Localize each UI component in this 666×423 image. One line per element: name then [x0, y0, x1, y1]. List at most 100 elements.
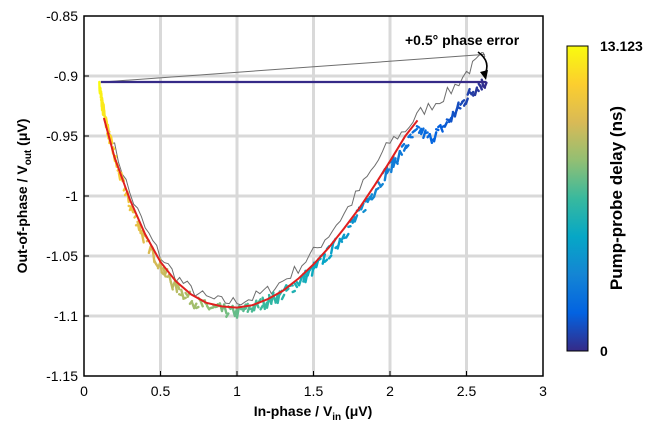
measured-segment [347, 224, 352, 229]
measured-segment [133, 214, 138, 219]
measured-segment [340, 233, 346, 241]
measured-segment [270, 291, 275, 305]
measured-segment [109, 136, 114, 145]
measured-segment [379, 182, 384, 189]
measured-segment [336, 238, 341, 250]
measured-segment [420, 127, 425, 136]
measured-segment [177, 293, 183, 297]
phase-error-return-line [102, 53, 485, 83]
measured-segment [293, 282, 299, 289]
measured-segment [483, 81, 488, 88]
measured-segment [479, 84, 483, 91]
colorbar [566, 45, 589, 352]
measured-segment [407, 133, 412, 139]
measured-segment [160, 271, 165, 276]
phase-error-trace [101, 51, 486, 306]
measured-segment [297, 277, 303, 287]
x-axis-ticks: 0 0.5 1 1.5 2 2.5 3 [80, 371, 547, 399]
measured-segment [122, 187, 127, 192]
measured-segment [385, 168, 391, 175]
measured-segment [140, 232, 145, 244]
x-tick-label: 2 [386, 383, 394, 399]
measured-segment [195, 305, 200, 310]
measured-segment [162, 266, 167, 278]
colorbar-max-label: 13.123 [600, 38, 643, 54]
fit-curve [102, 117, 419, 309]
measured-segment [464, 97, 469, 106]
measured-segment [398, 149, 404, 156]
measured-segment [475, 87, 480, 93]
measured-segment [443, 121, 449, 128]
y-axis-ticks: -0.85 -0.9 -0.95 -1 -1.05 -1.1 -1.15 [46, 8, 89, 384]
x-tick-label: 2.5 [457, 383, 477, 399]
measured-segment [415, 124, 421, 129]
y-tick-label: -1.15 [46, 368, 78, 384]
phase-error-annotation: +0.5° phase error [405, 32, 520, 48]
measured-segment [263, 301, 269, 309]
measured-segment [180, 288, 185, 299]
measured-segment [280, 293, 286, 301]
measured-segment [353, 214, 359, 223]
y-tick-label: -0.95 [46, 128, 78, 144]
phase-error-arrowhead [480, 70, 488, 80]
measured-segment [375, 186, 380, 191]
x-tick-label: 1 [233, 383, 241, 399]
measured-segment [439, 124, 444, 133]
colorbar-title: Pump-probe delay (ns) [607, 106, 626, 290]
measured-segment [400, 142, 406, 148]
x-tick-label: 0 [80, 383, 88, 399]
measured-segment [351, 216, 356, 224]
measured-segment [107, 129, 111, 134]
measured-segment [362, 208, 367, 214]
measured-segment [214, 305, 219, 309]
measured-segment [450, 111, 455, 123]
measured-segment [417, 127, 423, 135]
measured-segment [349, 218, 354, 223]
measured-segment [470, 90, 475, 96]
y-tick-label: -1.1 [54, 308, 78, 324]
measured-segment [139, 229, 144, 235]
y-tick-label: -0.85 [46, 8, 78, 24]
measured-segment [396, 149, 401, 164]
measured-segment [225, 312, 230, 318]
y-tick-label: -1.05 [46, 248, 78, 264]
measured-segment [291, 289, 296, 294]
measured-segment [182, 296, 187, 300]
measured-segment [377, 181, 382, 188]
measured-segment [422, 129, 427, 140]
measured-segment [285, 287, 290, 292]
measured-segment [368, 193, 374, 201]
series-layer [98, 51, 488, 319]
grid [84, 16, 543, 376]
measured-segment [323, 258, 329, 263]
x-tick-label: 0.5 [151, 383, 171, 399]
measured-segment [137, 221, 142, 234]
y-axis-label: Out-of-phase / Vout (μV) [14, 119, 34, 274]
measured-segment [435, 127, 440, 132]
x-tick-label: 1.5 [304, 383, 324, 399]
measured-segment [111, 146, 116, 151]
measured-segment [432, 131, 438, 143]
measured-segment [461, 99, 466, 104]
measured-segment [390, 155, 395, 174]
measured-segment [392, 157, 397, 169]
y-tick-label: -0.9 [54, 68, 78, 84]
colorbar-min-label: 0 [600, 343, 608, 359]
measured-segment [199, 299, 204, 308]
measured-segment [210, 306, 215, 310]
measured-segment [259, 304, 264, 311]
x-axis-label: In-phase / Vin (μV) [254, 403, 373, 423]
measured-segment [405, 144, 410, 150]
measured-segment [394, 159, 399, 166]
y-tick-label: -1 [66, 188, 79, 204]
measured-segment [345, 232, 350, 239]
measured-segment [321, 253, 326, 265]
measured-segment [457, 106, 462, 110]
measured-segment [274, 293, 279, 304]
measured-segment [192, 302, 198, 310]
measured-segment [233, 307, 239, 317]
measured-segment [327, 254, 333, 260]
measured-segment [413, 127, 419, 132]
measured-segment [364, 197, 369, 203]
